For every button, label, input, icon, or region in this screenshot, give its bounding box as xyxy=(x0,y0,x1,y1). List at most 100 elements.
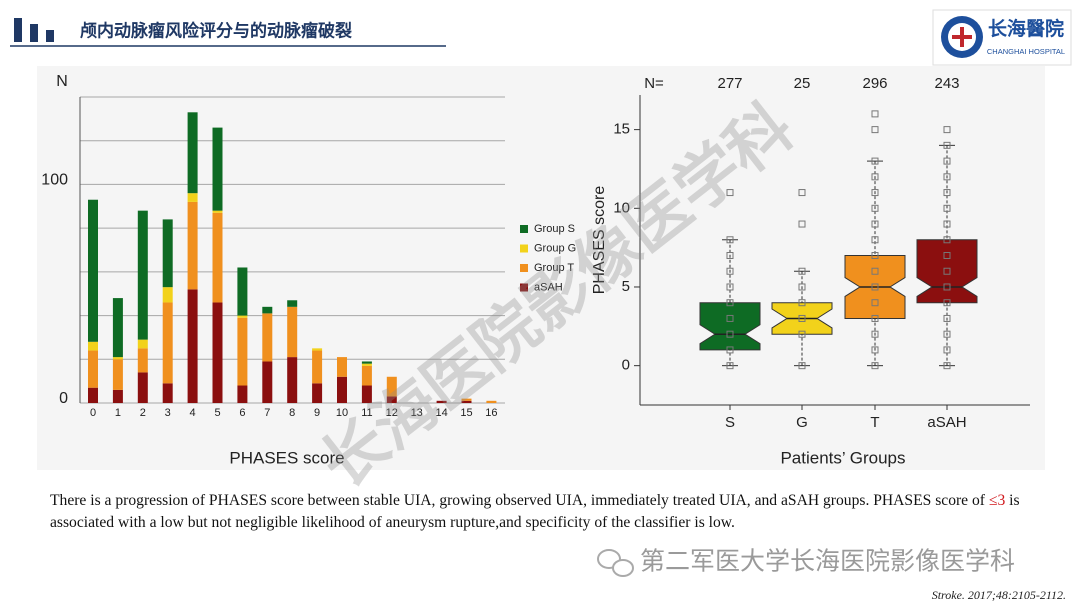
legend-swatch xyxy=(520,244,528,253)
bar-segment xyxy=(88,350,98,388)
x-tick-label: 0 xyxy=(90,407,96,419)
citation: Stroke. 2017;48:2105-2112. xyxy=(931,588,1066,602)
x-tick-label: 5 xyxy=(214,407,220,419)
logo-subtitle: CHANGHAI HOSPITAL xyxy=(987,47,1065,56)
point xyxy=(871,330,879,338)
point xyxy=(871,346,879,354)
point xyxy=(726,314,734,322)
point xyxy=(943,204,951,212)
bar-segment xyxy=(386,396,397,403)
bar-segment xyxy=(112,359,123,390)
point xyxy=(871,236,879,244)
wechat-icon xyxy=(612,559,634,577)
point xyxy=(871,299,879,307)
bar-segment xyxy=(312,383,323,403)
x-tick-label: 1 xyxy=(115,407,121,419)
bar-segment xyxy=(262,306,273,314)
header-bar xyxy=(46,30,54,42)
logo-cross xyxy=(952,27,972,47)
point xyxy=(871,362,879,370)
boxplot: 0 5 10 15 PHASES score Patients’ Groups N= S 277… xyxy=(591,75,1030,467)
y-tick-label: 10 xyxy=(613,199,630,216)
point xyxy=(871,252,879,260)
y-axis-label: N xyxy=(56,73,68,90)
n-count: 243 xyxy=(934,75,959,92)
bar-segment xyxy=(112,389,123,403)
header-bar xyxy=(30,24,38,42)
point xyxy=(943,267,951,275)
bar-segment xyxy=(162,219,173,288)
x-tick-label: 4 xyxy=(190,407,196,419)
point xyxy=(871,126,879,134)
point xyxy=(943,157,951,165)
y-tick-label: 15 xyxy=(613,121,630,138)
x-tick-label: G xyxy=(796,414,808,431)
point xyxy=(943,173,951,181)
x-tick-label: 9 xyxy=(314,407,320,419)
bar-segment xyxy=(137,339,148,349)
point xyxy=(871,204,879,212)
bar-segment xyxy=(486,400,497,403)
bar-segment xyxy=(386,376,397,397)
bar-segment xyxy=(162,287,173,303)
x-tick-label: 13 xyxy=(411,407,423,419)
bar-segment xyxy=(162,302,173,384)
point xyxy=(798,267,806,275)
bar-segment xyxy=(212,302,223,403)
header-bar xyxy=(14,18,22,42)
bar-segment xyxy=(361,365,372,386)
point xyxy=(871,189,879,197)
legend-swatch xyxy=(520,283,528,292)
bar-segment xyxy=(461,400,472,403)
bar-segment xyxy=(337,376,347,403)
legend-label: aSAH xyxy=(534,281,563,293)
legend-swatch xyxy=(520,264,528,272)
x-tick-label: 3 xyxy=(165,407,171,419)
caption-text: There is a progression of PHASES score b… xyxy=(50,492,989,509)
bar-segment xyxy=(112,357,123,360)
n-count: 25 xyxy=(794,75,811,92)
x-tick-label: 10 xyxy=(336,407,348,419)
bar-segment xyxy=(187,201,198,290)
x-tick-label: T xyxy=(870,414,879,431)
bar-segment xyxy=(361,361,372,364)
bar-segment xyxy=(88,341,98,351)
point xyxy=(798,314,806,322)
brand: 第二军医大学长海医院影像医学科 xyxy=(640,548,1015,576)
point xyxy=(726,299,734,307)
n-label: N= xyxy=(644,75,664,92)
y-tick-label: 0 xyxy=(59,390,68,407)
bar-segment xyxy=(237,267,248,316)
point xyxy=(943,141,951,149)
bar-segment xyxy=(137,372,148,403)
n-count: 296 xyxy=(862,75,887,92)
point xyxy=(726,189,734,197)
point xyxy=(943,330,951,338)
bar-segment xyxy=(187,193,198,202)
x-tick-label: 6 xyxy=(239,407,245,419)
legend-label: Group T xyxy=(534,262,574,274)
point xyxy=(726,267,734,275)
bar-segment xyxy=(112,298,123,358)
bar-segment xyxy=(461,398,472,401)
bar-segment xyxy=(187,289,198,403)
bar-segment xyxy=(337,357,347,377)
bar-segment xyxy=(361,363,372,366)
legend-label: Group G xyxy=(534,242,576,254)
point xyxy=(943,362,951,370)
point xyxy=(798,220,806,228)
point xyxy=(798,283,806,291)
y-tick-label: 0 xyxy=(622,357,630,374)
point xyxy=(726,283,734,291)
point xyxy=(871,267,879,275)
n-count: 277 xyxy=(717,75,742,92)
point xyxy=(943,189,951,197)
point xyxy=(943,314,951,322)
point xyxy=(943,283,951,291)
bar-segment xyxy=(212,212,223,303)
point xyxy=(943,299,951,307)
bar-segment xyxy=(88,199,98,342)
point xyxy=(871,314,879,322)
y-tick-label: 100 xyxy=(41,172,68,189)
